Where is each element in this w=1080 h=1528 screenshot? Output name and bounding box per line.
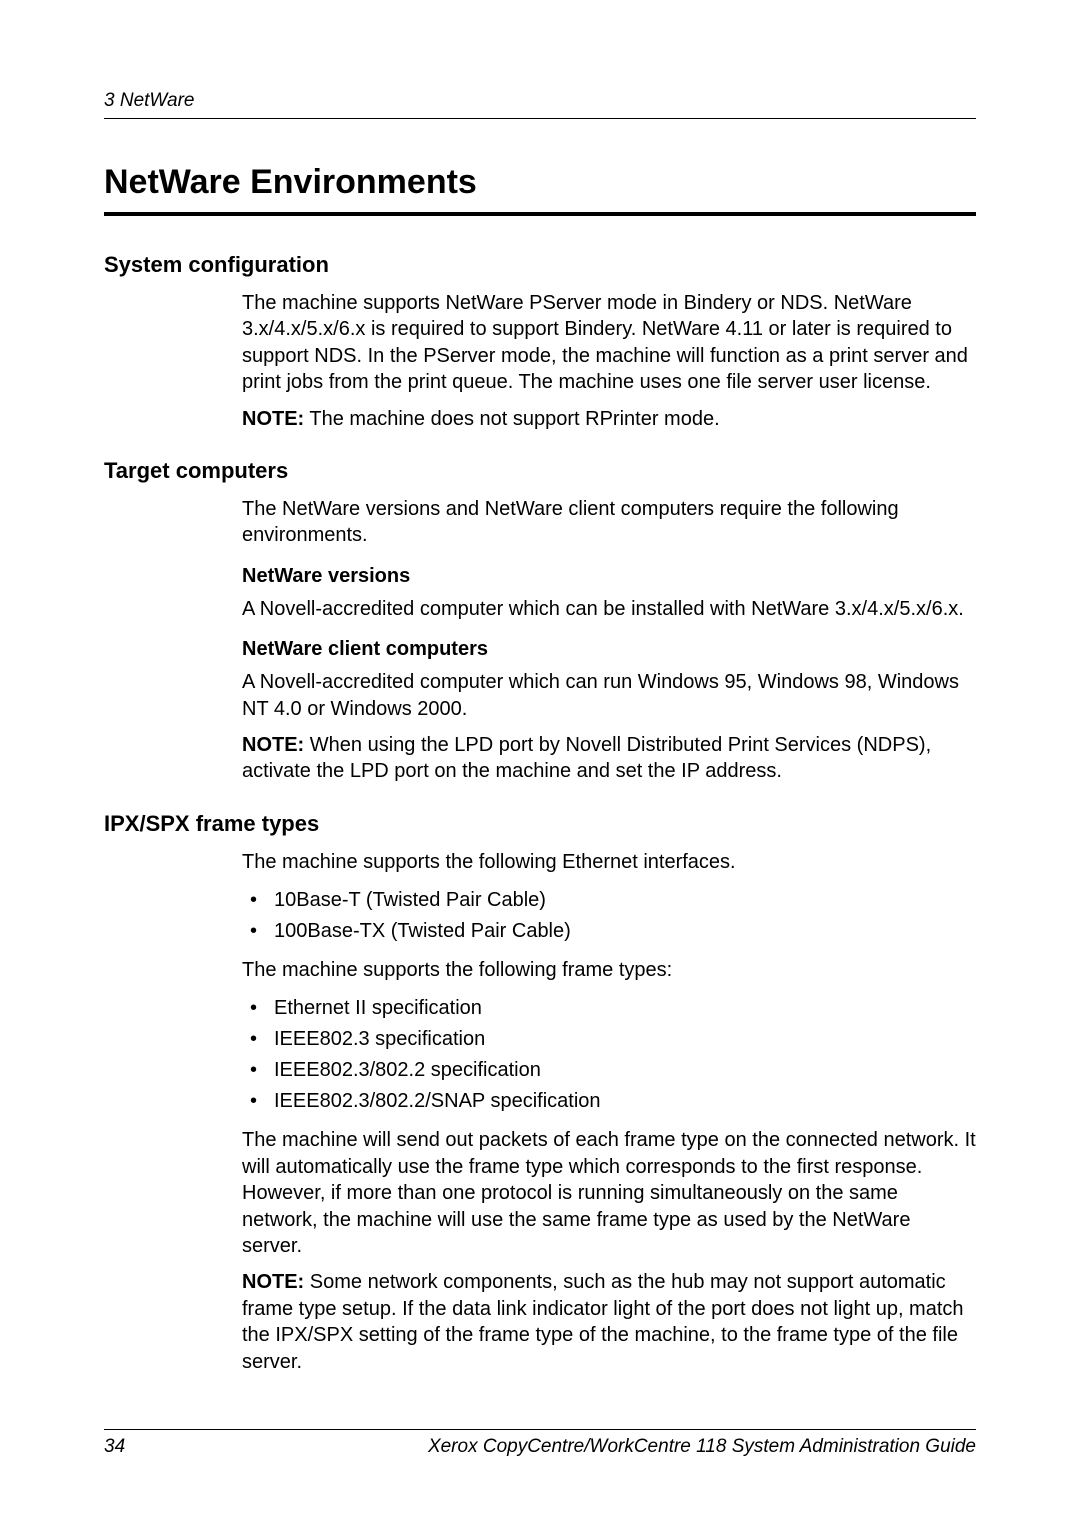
para: The machine will send out packets of eac…	[242, 1127, 976, 1259]
list-item: 10Base-T (Twisted Pair Cable)	[242, 885, 976, 916]
list-item: IEEE802.3/802.2 specification	[242, 1055, 976, 1086]
sub-title-netware-versions: NetWare versions	[242, 565, 976, 588]
sub-title-netware-client: NetWare client computers	[242, 638, 976, 661]
bullet-list-interfaces: 10Base-T (Twisted Pair Cable) 100Base-TX…	[242, 885, 976, 947]
body-target-computers: The NetWare versions and NetWare client …	[242, 496, 976, 785]
list-item: IEEE802.3/802.2/SNAP specification	[242, 1086, 976, 1117]
note-text: When using the LPD port by Novell Distri…	[242, 734, 931, 782]
note-label: NOTE:	[242, 1271, 304, 1293]
para: A Novell-accredited computer which can b…	[242, 596, 976, 622]
page: 3 NetWare NetWare Environments System co…	[0, 0, 1080, 1528]
note-label: NOTE:	[242, 408, 304, 430]
note-text: Some network components, such as the hub…	[242, 1271, 964, 1372]
note: NOTE: Some network components, such as t…	[242, 1269, 976, 1375]
section-title-ipx-spx: IPX/SPX frame types	[104, 811, 976, 837]
note: NOTE: When using the LPD port by Novell …	[242, 732, 976, 785]
list-item: 100Base-TX (Twisted Pair Cable)	[242, 916, 976, 947]
para: The NetWare versions and NetWare client …	[242, 496, 976, 549]
page-number: 34	[104, 1436, 125, 1458]
note-label: NOTE:	[242, 734, 304, 756]
section-title-system-config: System configuration	[104, 252, 976, 278]
footer: 34 Xerox CopyCentre/WorkCentre 118 Syste…	[104, 1429, 976, 1458]
list-item: Ethernet II specification	[242, 993, 976, 1024]
footer-title: Xerox CopyCentre/WorkCentre 118 System A…	[428, 1436, 976, 1458]
note-text: The machine does not support RPrinter mo…	[304, 408, 719, 430]
para: A Novell-accredited computer which can r…	[242, 669, 976, 722]
body-ipx-spx: The machine supports the following Ether…	[242, 849, 976, 1375]
body-system-config: The machine supports NetWare PServer mod…	[242, 290, 976, 432]
list-item: IEEE802.3 specification	[242, 1024, 976, 1055]
para: The machine supports the following Ether…	[242, 849, 976, 875]
main-title: NetWare Environments	[104, 163, 976, 216]
bullet-list-frame-types: Ethernet II specification IEEE802.3 spec…	[242, 993, 976, 1117]
running-header: 3 NetWare	[104, 90, 976, 119]
para: The machine supports the following frame…	[242, 957, 976, 983]
section-title-target-computers: Target computers	[104, 458, 976, 484]
para: The machine supports NetWare PServer mod…	[242, 290, 976, 396]
note: NOTE: The machine does not support RPrin…	[242, 406, 976, 432]
